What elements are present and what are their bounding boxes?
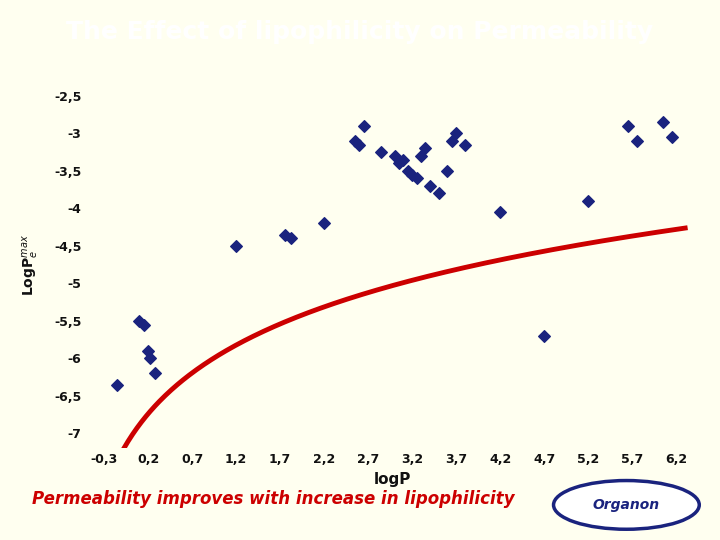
Point (354, 140, 365, 149)
Point (230, 241, 242, 250)
Point (415, 152, 427, 160)
Point (407, 170, 418, 179)
Point (358, 122, 369, 130)
Point (397, 156, 409, 164)
Point (495, 208, 506, 217)
Point (433, 189, 444, 198)
Point (420, 144, 431, 153)
Point (411, 174, 423, 183)
Point (631, 137, 642, 145)
Point (393, 159, 405, 168)
Text: The Effect of lipophilicity on Permeability: The Effect of lipophilicity on Permeabil… (66, 21, 654, 44)
Point (539, 332, 550, 340)
Point (657, 118, 669, 126)
Text: Organon: Organon (593, 498, 660, 512)
Text: Permeability improves with increase in lipophilicity: Permeability improves with increase in l… (32, 490, 515, 509)
Point (459, 140, 471, 149)
Point (133, 316, 145, 325)
Point (143, 347, 154, 355)
Point (349, 137, 361, 145)
Point (622, 122, 634, 130)
Point (389, 152, 400, 160)
Point (424, 181, 436, 190)
Point (149, 369, 161, 377)
X-axis label: logP: logP (374, 471, 411, 487)
Point (138, 320, 149, 329)
Point (376, 148, 387, 157)
Point (279, 230, 290, 239)
Text: LogP$_e^{max}$: LogP$_e^{max}$ (22, 234, 41, 295)
Point (441, 167, 453, 176)
Point (666, 133, 678, 141)
Point (144, 354, 156, 362)
Point (112, 380, 123, 389)
Point (582, 197, 594, 205)
Point (402, 167, 413, 176)
Point (318, 219, 330, 228)
Point (451, 129, 462, 138)
Point (446, 137, 458, 145)
Point (285, 234, 297, 242)
Ellipse shape (554, 481, 699, 529)
